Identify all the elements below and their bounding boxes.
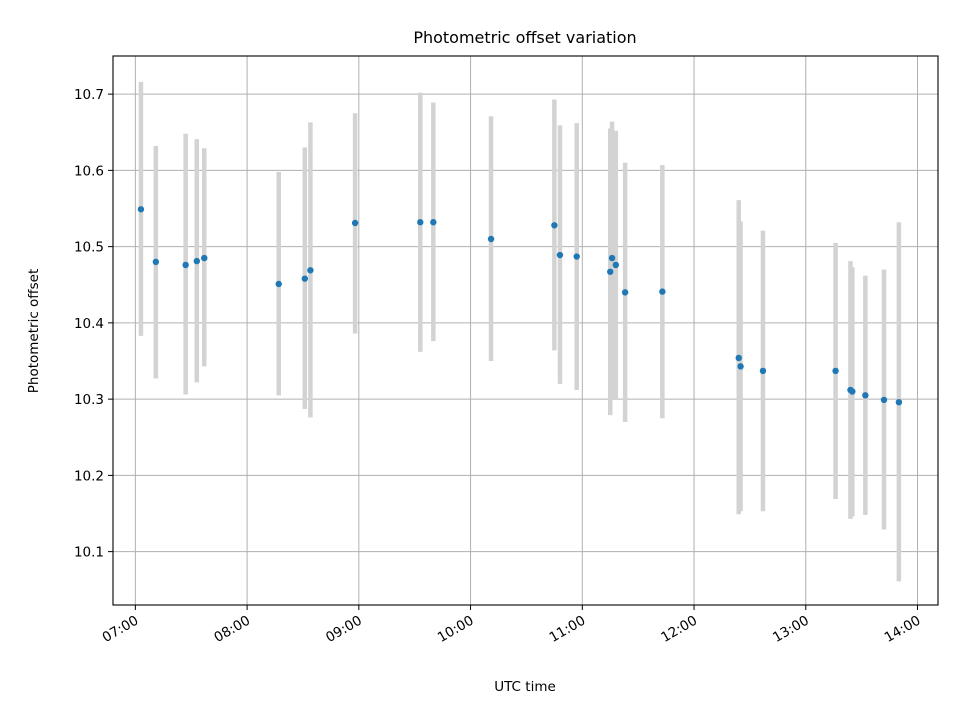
y-axis-label: Photometric offset xyxy=(26,269,42,393)
data-point xyxy=(862,392,869,399)
data-point xyxy=(307,267,314,274)
data-point xyxy=(487,235,495,243)
y-tick-label: 10.5 xyxy=(74,240,104,256)
x-tick-label: 08:00 xyxy=(211,613,253,646)
y-tick-label: 10.3 xyxy=(74,392,104,408)
x-axis-ticks: 07:00 08:00 09:00 10:00 11:00 12:00 13:00 14:00 xyxy=(100,605,924,646)
data-point xyxy=(275,280,282,288)
data-point xyxy=(832,367,839,375)
y-tick-label: 10.6 xyxy=(74,163,104,179)
y-tick-label: 10.7 xyxy=(74,87,104,103)
data-point xyxy=(152,258,160,266)
y-axis-ticks: 10.1 10.2 10.3 10.4 10.5 10.6 10.7 xyxy=(74,87,113,561)
chart-title: Photometric offset variation xyxy=(413,28,636,47)
data-point xyxy=(895,398,903,406)
x-tick-label: 12:00 xyxy=(658,613,700,646)
data-point xyxy=(849,388,856,395)
data-point xyxy=(737,363,744,370)
data-point xyxy=(301,275,309,282)
data-point xyxy=(551,222,558,229)
x-tick-label: 09:00 xyxy=(323,613,365,646)
y-tick-label: 10.2 xyxy=(74,468,104,484)
x-tick-label: 10:00 xyxy=(435,613,477,646)
plot-frame xyxy=(112,55,939,606)
data-point xyxy=(182,261,189,269)
data-point xyxy=(880,396,888,404)
data-point xyxy=(193,257,201,265)
data-points xyxy=(137,206,903,406)
data-point xyxy=(351,219,359,227)
x-tick-label: 14:00 xyxy=(882,613,924,646)
data-point xyxy=(612,261,620,269)
data-point xyxy=(608,254,616,262)
x-tick-label: 11:00 xyxy=(547,613,589,646)
data-point xyxy=(659,288,666,295)
data-point xyxy=(417,219,424,226)
y-tick-label: 10.4 xyxy=(74,316,104,332)
data-point xyxy=(607,268,614,275)
x-tick-label: 13:00 xyxy=(770,613,812,646)
data-point xyxy=(556,251,564,259)
data-point xyxy=(573,253,580,260)
data-point xyxy=(430,219,437,226)
grid xyxy=(113,56,938,605)
data-point xyxy=(621,289,629,296)
data-point xyxy=(735,354,742,362)
x-tick-label: 07:00 xyxy=(100,613,142,646)
data-point xyxy=(759,367,767,375)
y-tick-label: 10.1 xyxy=(74,545,104,561)
data-point xyxy=(137,206,145,213)
x-axis-label: UTC time xyxy=(494,679,556,695)
data-point xyxy=(201,254,208,262)
error-bars xyxy=(138,81,902,582)
